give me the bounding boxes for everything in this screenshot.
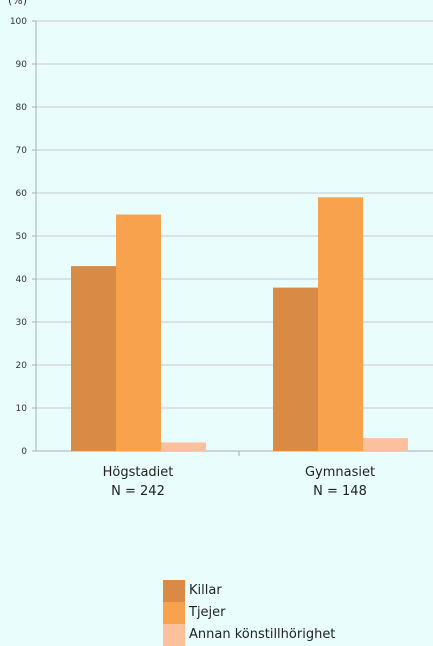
y-tick-label: 40	[16, 275, 28, 285]
legend-item: Tjejer	[163, 602, 335, 624]
bar	[161, 442, 206, 451]
x-category-label: Gymnasiet	[305, 465, 375, 480]
y-tick-label: 80	[16, 103, 28, 113]
legend-label: Tjejer	[189, 605, 226, 620]
y-tick-label: 50	[16, 232, 28, 242]
y-tick-label: 70	[16, 146, 28, 156]
x-category-sublabel: N = 242	[111, 484, 165, 499]
y-tick-label: 0	[21, 447, 27, 457]
legend-swatch	[163, 602, 185, 624]
bar	[318, 197, 363, 451]
bar	[363, 438, 408, 451]
legend-swatch	[163, 580, 185, 602]
legend: Killar Tjejer Annan könstillhörighet	[163, 580, 335, 646]
legend-swatch	[163, 624, 185, 646]
y-tick-label: 10	[16, 404, 28, 414]
y-tick-label: 100	[10, 17, 27, 27]
x-category-label: Högstadiet	[103, 465, 174, 480]
bar	[116, 214, 161, 451]
bar	[71, 266, 116, 451]
y-axis-title: (%)	[8, 0, 28, 7]
legend-item: Killar	[163, 580, 335, 602]
y-tick-label: 60	[16, 189, 28, 199]
x-category-sublabel: N = 148	[313, 484, 367, 499]
y-tick-label: 20	[16, 361, 28, 371]
y-tick-label: 90	[16, 60, 28, 70]
legend-label: Annan könstillhörighet	[189, 627, 336, 642]
legend-item: Annan könstillhörighet	[163, 624, 335, 646]
y-tick-label: 30	[16, 318, 28, 328]
legend-label: Killar	[189, 583, 222, 598]
bar	[273, 287, 318, 451]
